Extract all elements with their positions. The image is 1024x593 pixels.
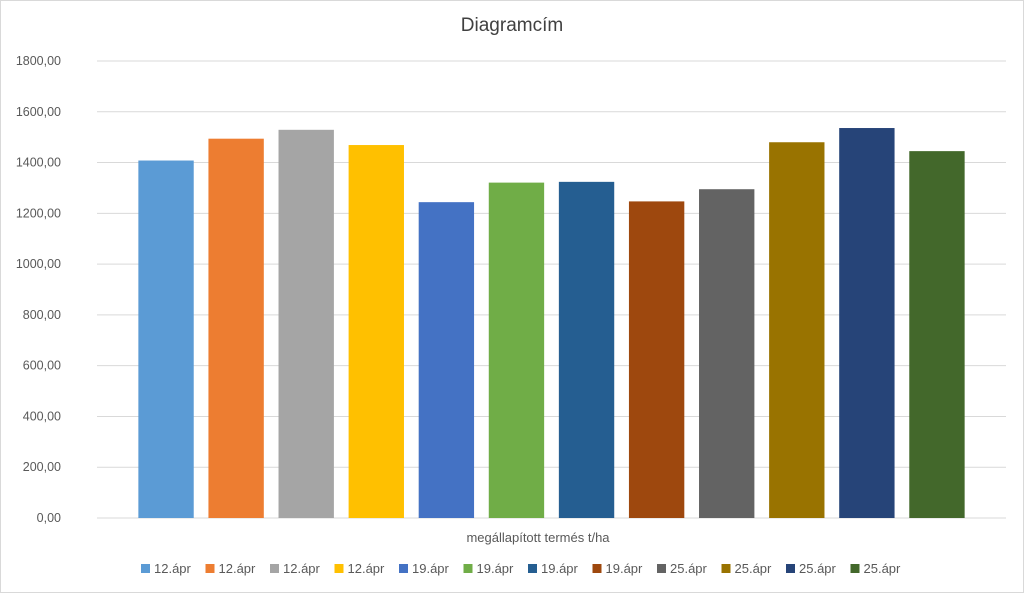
legend-label: 12.ápr — [219, 561, 257, 576]
y-tick-label: 1000,00 — [16, 257, 61, 271]
chart-title: Diagramcím — [460, 15, 564, 36]
bar — [418, 202, 475, 518]
legend-swatch — [463, 564, 473, 573]
bar — [278, 129, 334, 518]
legend-swatch — [270, 564, 279, 573]
legend-label: 12.ápr — [154, 561, 192, 576]
legend-label: 25.ápr — [864, 561, 902, 576]
legend-label: 25.ápr — [735, 561, 773, 576]
legend-swatch — [399, 564, 408, 573]
x-axis-title: megállapított termés t/ha — [466, 530, 610, 545]
y-tick-label: 0,00 — [37, 511, 61, 525]
legend: 12.ápr 12.ápr 12.ápr 12.ápr 19.ápr 19.ápr 19.á… — [141, 561, 901, 576]
y-tick-label: 1800,00 — [16, 54, 61, 68]
legend-swatch — [141, 564, 150, 573]
legend-label: 19.ápr — [477, 561, 515, 576]
legend-swatch — [592, 564, 602, 573]
legend-swatch — [786, 564, 795, 573]
y-tick-label: 1400,00 — [16, 156, 61, 170]
legend-swatch — [850, 564, 860, 573]
legend-label: 25.ápr — [670, 561, 708, 576]
legend-label: 25.ápr — [799, 561, 837, 576]
legend-label: 19.ápr — [412, 561, 450, 576]
legend-label: 19.ápr — [541, 561, 579, 576]
y-tick-label: 1200,00 — [16, 206, 61, 220]
bar — [558, 181, 615, 518]
y-tick-label: 600,00 — [23, 359, 61, 373]
y-tick-label: 400,00 — [23, 409, 61, 423]
y-tick-label: 800,00 — [23, 308, 61, 322]
bar — [909, 151, 965, 518]
y-tick-label: 1600,00 — [16, 105, 61, 119]
y-axis-tick-labels: 0,00 200,00 400,00 600,00 800,00 1000,00 1200,… — [16, 54, 61, 525]
bar — [138, 160, 194, 518]
legend-label: 12.ápr — [348, 561, 386, 576]
bar — [628, 201, 685, 518]
bar — [348, 145, 404, 518]
bar — [769, 142, 825, 518]
bars — [138, 128, 965, 519]
legend-swatch — [528, 564, 537, 573]
bar — [488, 182, 545, 518]
bar — [699, 189, 755, 519]
legend-swatch — [721, 564, 731, 573]
legend-swatch — [334, 564, 344, 573]
legend-swatch — [205, 564, 215, 573]
legend-swatch — [657, 564, 666, 573]
y-tick-label: 200,00 — [23, 460, 61, 474]
bar — [208, 138, 264, 518]
bar — [839, 128, 895, 518]
legend-label: 12.ápr — [283, 561, 321, 576]
legend-label: 19.ápr — [606, 561, 644, 576]
